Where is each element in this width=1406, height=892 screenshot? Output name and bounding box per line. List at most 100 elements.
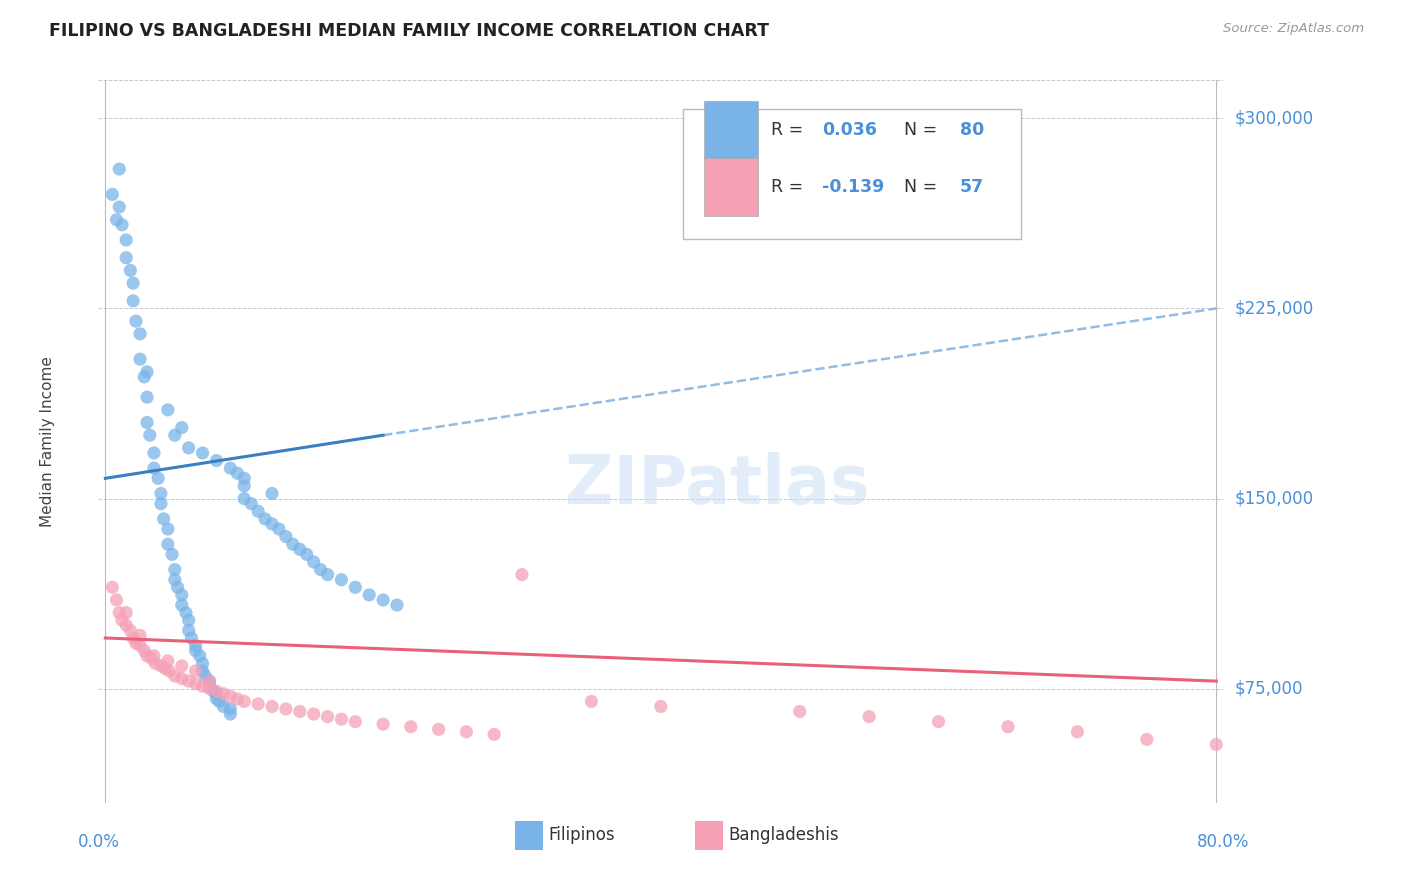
Point (136, 365, 159, 379)
Point (208, 694, 231, 708)
Point (212, 687, 235, 701)
Point (156, 522, 179, 536)
Point (427, 723, 450, 737)
Point (184, 664, 207, 678)
Point (212, 699, 235, 714)
Point (111, 613, 134, 627)
Point (997, 720, 1019, 734)
FancyBboxPatch shape (703, 158, 758, 216)
Point (1136, 732, 1159, 747)
Text: -0.139: -0.139 (821, 178, 884, 196)
Point (202, 684, 225, 698)
Point (157, 664, 180, 678)
Point (316, 709, 339, 723)
Point (288, 705, 311, 719)
Point (233, 479, 256, 493)
Point (344, 580, 367, 594)
Point (152, 512, 174, 526)
Point (143, 657, 166, 671)
Point (156, 654, 179, 668)
Point (198, 674, 221, 689)
Point (191, 446, 214, 460)
Point (129, 352, 152, 367)
Point (141, 651, 163, 665)
Point (174, 606, 197, 620)
Point (136, 648, 159, 663)
Point (115, 606, 138, 620)
Point (1205, 738, 1227, 752)
Point (170, 598, 193, 612)
Text: 80: 80 (960, 120, 984, 138)
Point (198, 681, 221, 696)
Point (115, 233, 138, 247)
Point (205, 453, 228, 467)
Point (260, 516, 283, 531)
Point (385, 598, 408, 612)
Point (928, 714, 950, 729)
Point (143, 648, 166, 663)
Point (510, 567, 533, 582)
Point (177, 441, 200, 455)
Point (247, 504, 270, 518)
Point (108, 161, 131, 176)
Point (240, 497, 263, 511)
Point (188, 648, 211, 663)
Point (205, 691, 228, 706)
Point (170, 588, 193, 602)
Point (330, 573, 353, 587)
Point (177, 613, 200, 627)
Point (267, 522, 290, 536)
Point (191, 664, 214, 678)
Point (260, 699, 283, 714)
Point (789, 705, 811, 719)
Point (143, 446, 166, 460)
Point (254, 512, 277, 526)
Point (143, 461, 166, 475)
Point (101, 187, 124, 202)
Point (233, 694, 256, 708)
Point (226, 691, 249, 706)
Point (191, 679, 214, 693)
Point (456, 724, 478, 739)
Text: ZIPatlas: ZIPatlas (565, 452, 869, 518)
Text: N =: N = (893, 178, 942, 196)
Point (219, 702, 242, 716)
Text: Median Family Income: Median Family Income (41, 356, 55, 527)
Point (219, 707, 242, 722)
Point (170, 672, 193, 686)
Point (205, 684, 228, 698)
FancyBboxPatch shape (683, 109, 1021, 239)
Point (129, 639, 152, 653)
Point (160, 547, 183, 561)
Point (302, 707, 325, 722)
Point (359, 588, 381, 602)
Point (219, 690, 242, 704)
Point (134, 370, 156, 384)
Point (115, 618, 138, 632)
Text: $150,000: $150,000 (1234, 490, 1313, 508)
FancyBboxPatch shape (703, 101, 758, 159)
Point (274, 702, 297, 716)
Point (136, 416, 159, 430)
Point (120, 624, 142, 638)
Point (170, 659, 193, 673)
Point (226, 467, 249, 481)
Point (194, 669, 217, 683)
Point (247, 697, 270, 711)
Point (166, 580, 188, 594)
Point (205, 687, 228, 701)
Point (105, 212, 128, 227)
Point (149, 497, 172, 511)
Text: Source: ZipAtlas.com: Source: ZipAtlas.com (1223, 22, 1364, 36)
Point (136, 390, 159, 404)
Point (233, 471, 256, 485)
FancyBboxPatch shape (695, 821, 723, 850)
Point (120, 263, 142, 277)
Point (105, 593, 128, 607)
Point (281, 537, 304, 551)
Point (482, 727, 505, 741)
Point (149, 486, 172, 500)
Point (302, 555, 325, 569)
Point (163, 573, 186, 587)
Point (198, 679, 221, 693)
